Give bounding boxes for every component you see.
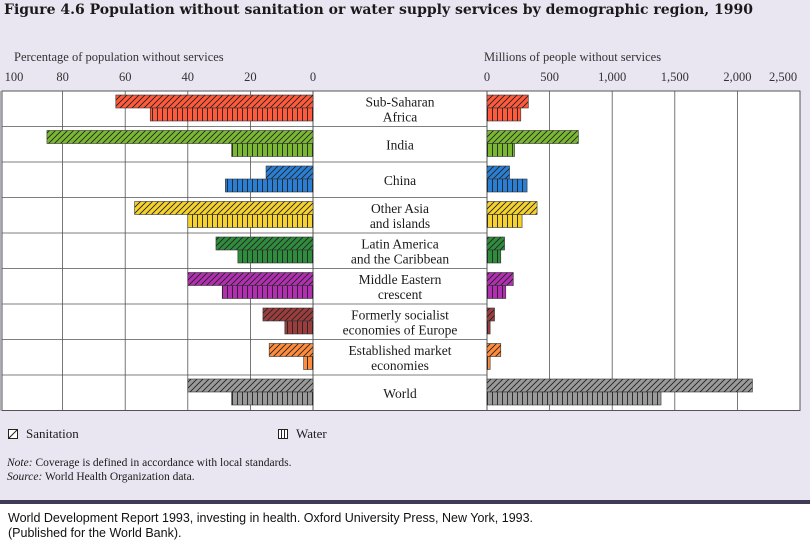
right-bar-water-hatch — [487, 392, 662, 405]
source-label: Source: — [7, 471, 43, 483]
note-label: Note: — [7, 457, 33, 469]
left-bar-water-hatch — [231, 143, 313, 157]
source-line: Source: World Health Organization data. — [7, 471, 195, 483]
right-bar-water-hatch — [487, 285, 506, 299]
left-tick-label: 40 — [182, 70, 195, 84]
left-tick-label: 20 — [244, 70, 257, 84]
region-label: China — [384, 173, 416, 188]
left-tick-label: 80 — [56, 70, 69, 84]
left-bar-water-hatch — [222, 285, 313, 299]
right-bar-sanitation-hatch — [487, 130, 579, 144]
right-bar-sanitation-hatch — [487, 379, 753, 392]
region-label: and the Caribbean — [351, 251, 449, 266]
region-label: Formerly socialist — [351, 307, 449, 322]
sanitation-swatch-icon — [8, 429, 18, 439]
right-tick-label: 2,500 — [769, 70, 797, 84]
right-tick-label: 500 — [540, 70, 559, 84]
region-label: economies of Europe — [343, 322, 458, 337]
citation-line-1: World Development Report 1993, investing… — [8, 511, 534, 525]
region-label: Latin America — [361, 236, 439, 251]
region-label: Established market — [348, 343, 451, 358]
right-panel-bg — [486, 90, 801, 411]
right-bar-sanitation-hatch — [487, 272, 514, 286]
left-bar-water-hatch — [150, 108, 313, 121]
left-axis-title: Percentage of population without service… — [14, 50, 224, 64]
left-bar-water-hatch — [303, 356, 313, 370]
note-text: Coverage is defined in accordance with l… — [35, 457, 292, 469]
right-tick-label: 2,000 — [723, 70, 751, 84]
note-line: Note: Coverage is defined in accordance … — [7, 457, 292, 469]
region-label: Africa — [383, 109, 417, 124]
right-tick-label: 1,000 — [598, 70, 626, 84]
right-bar-water-hatch — [487, 214, 523, 228]
left-bar-sanitation-hatch — [46, 130, 313, 144]
water-swatch-icon — [278, 429, 288, 439]
left-bar-sanitation-hatch — [269, 343, 313, 357]
region-label: Sub-Saharan — [366, 94, 435, 109]
right-bar-water-hatch — [487, 356, 491, 370]
right-grid — [486, 90, 801, 411]
legend-water-label: Water — [296, 426, 327, 441]
left-bar-sanitation-hatch — [266, 166, 313, 179]
left-bar-water-hatch — [237, 250, 313, 263]
right-bars — [486, 94, 753, 406]
region-label: India — [386, 137, 414, 152]
tick-labels: 100 80 60 40 20 0 0 500 1,000 1,500 2,000 2,500 — [5, 70, 797, 84]
left-tick-label: 0 — [310, 70, 316, 84]
region-label: Other Asia — [371, 201, 429, 216]
left-bar-water-hatch — [187, 214, 313, 228]
left-tick-label: 100 — [5, 70, 24, 84]
legend-sanitation-label: Sanitation — [26, 426, 79, 441]
legend-water: Water — [278, 426, 327, 442]
left-bar-sanitation-hatch — [187, 379, 313, 392]
right-bar-water-hatch — [487, 250, 501, 263]
left-tick-label: 60 — [119, 70, 132, 84]
legend-sanitation: Sanitation — [8, 426, 79, 442]
region-label: and islands — [370, 216, 430, 231]
right-tick-label: 1,500 — [661, 70, 689, 84]
right-bar-water-hatch — [487, 108, 521, 121]
left-bar-water-hatch — [225, 179, 313, 192]
right-tick-label: 0 — [484, 70, 490, 84]
right-bar-sanitation-hatch — [487, 237, 505, 250]
source-text: World Health Organization data. — [45, 471, 195, 483]
left-bar-sanitation-hatch — [215, 237, 313, 250]
right-bar-sanitation-hatch — [487, 166, 510, 179]
region-label: crescent — [378, 287, 422, 302]
right-axis-title: Millions of people without services — [484, 50, 662, 64]
right-bar-sanitation-hatch — [487, 201, 538, 215]
left-bar-sanitation-hatch — [262, 308, 313, 321]
region-label: Middle Eastern — [359, 272, 442, 287]
right-bar-sanitation-hatch — [487, 308, 495, 321]
right-bar-sanitation-hatch — [487, 343, 501, 357]
citation-footer: World Development Report 1993, investing… — [0, 500, 810, 544]
left-bar-sanitation-hatch — [115, 95, 313, 108]
left-bar-sanitation-hatch — [134, 201, 313, 215]
region-label: economies — [371, 358, 429, 373]
right-bar-water-hatch — [487, 179, 528, 192]
chart-area: 100 80 60 40 20 0 0 500 1,000 1,500 2,000 2,500 Sub… — [0, 70, 801, 411]
figure-title: Figure 4.6 Population without sanitation… — [4, 2, 753, 18]
left-bar-water-hatch — [284, 321, 313, 334]
left-bar-water-hatch — [231, 392, 313, 405]
right-bar-sanitation-hatch — [487, 95, 529, 108]
left-bar-sanitation-hatch — [187, 272, 313, 286]
right-bar-water-hatch — [487, 143, 515, 157]
region-label: World — [383, 386, 417, 401]
left-bars — [46, 94, 314, 406]
citation-line-2: (Published for the World Bank). — [8, 526, 182, 540]
right-bar-water-hatch — [487, 321, 491, 334]
